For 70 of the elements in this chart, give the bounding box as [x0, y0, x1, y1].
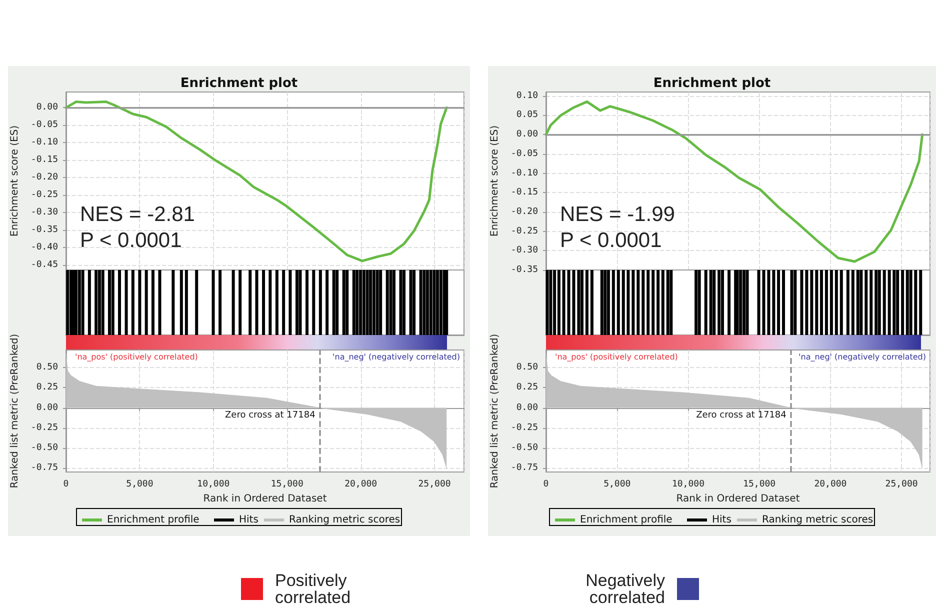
y-axis-title: Ranked list metric (PreRanked)	[490, 334, 501, 488]
y-tick-label: -0.15	[510, 188, 538, 198]
y-tick-label: -0.40	[30, 242, 58, 252]
annotation: P < 0.0001	[80, 229, 182, 252]
x-tick-label: 5,000	[604, 480, 631, 490]
legend-label: Ranking metric scores	[289, 514, 400, 526]
y-tick-label: -0.25	[510, 226, 538, 236]
x-tick-label: 0	[63, 480, 69, 490]
legend-label: Ranking metric scores	[762, 514, 874, 526]
y-tick-label: 0.00	[516, 130, 538, 140]
y-tick-label: 0.25	[516, 382, 538, 393]
annotation: 'na_neg' (negatively correlated)	[798, 352, 926, 362]
y-tick-label: -0.25	[510, 422, 538, 433]
legend-label: Enrichment profile	[107, 514, 200, 526]
chart-title: Enrichment plot	[653, 76, 771, 91]
y-tick-label: -0.35	[510, 265, 538, 275]
category-label: Positively correlated	[275, 571, 352, 607]
annotation: NES = -2.81	[80, 203, 195, 226]
annotation: NES = -1.99	[560, 203, 675, 226]
y-tick-label: -0.25	[30, 190, 58, 200]
y-tick-label: -0.75	[510, 462, 538, 473]
y-tick-label: 0.50	[36, 362, 58, 373]
y-tick-label: -0.10	[510, 168, 538, 178]
ref-line-label: Zero cross at 17184	[696, 410, 787, 420]
y-tick-label: 0.05	[516, 110, 538, 120]
x-tick-label: 15,000	[743, 480, 776, 490]
x-tick-label: 0	[543, 480, 549, 490]
y-tick-label: -0.35	[30, 224, 58, 235]
y-tick-label: -0.05	[30, 120, 58, 130]
category-label: Negatively correlated	[584, 571, 665, 607]
x-tick-label: 15,000	[270, 480, 304, 490]
y-tick-label: -0.20	[510, 206, 538, 217]
y-tick-label: 0.00	[36, 402, 58, 413]
y-tick-label: -0.30	[30, 207, 58, 218]
x-tick-label: 10,000	[197, 480, 230, 490]
y-tick-label: -0.50	[30, 442, 58, 453]
y-tick-label: -0.25	[30, 422, 58, 433]
legend-label: Hits	[712, 514, 732, 526]
annotation: P < 0.0001	[560, 229, 662, 252]
ref-line-label: Zero cross at 17184	[224, 410, 316, 420]
y-tick-label: -0.15	[30, 155, 58, 166]
y-tick-label: 0.10	[516, 90, 538, 101]
y-tick-label: -0.10	[30, 138, 58, 148]
y-tick-label: -0.75	[30, 462, 58, 473]
x-axis-title: Rank in Ordered Dataset	[676, 494, 800, 504]
y-tick-label: -0.45	[30, 260, 58, 270]
y-tick-label: 0.00	[36, 102, 58, 113]
annotation: 'na_neg' (negatively correlated)	[332, 352, 460, 362]
y-tick-label: -0.50	[510, 442, 538, 453]
chart-title: Enrichment plot	[180, 76, 298, 91]
x-axis-title: Rank in Ordered Dataset	[203, 494, 327, 504]
y-tick-label: 0.25	[36, 382, 58, 393]
y-axis-title: Enrichment score (ES)	[490, 125, 501, 237]
annotation: 'na_pos' (positively correlated)	[555, 352, 678, 362]
legend-label: Enrichment profile	[580, 514, 672, 526]
x-tick-label: 5,000	[126, 480, 154, 490]
x-tick-label: 20,000	[814, 480, 847, 490]
legend-label: Hits	[239, 514, 258, 526]
y-tick-label: -0.05	[510, 148, 538, 159]
x-tick-label: 25,000	[885, 480, 918, 490]
x-tick-label: 10,000	[672, 480, 704, 490]
y-tick-label: 0.50	[516, 362, 538, 373]
y-tick-label: -0.30	[510, 246, 538, 256]
x-tick-label: 20,000	[344, 480, 378, 490]
annotation: 'na_pos' (positively correlated)	[75, 352, 198, 362]
y-tick-label: -0.20	[30, 172, 58, 183]
x-tick-label: 25,000	[418, 480, 451, 490]
y-axis-title: Enrichment score (ES)	[10, 125, 21, 237]
y-tick-label: 0.00	[516, 402, 538, 413]
y-axis-title: Ranked list metric (PreRanked)	[10, 334, 21, 488]
